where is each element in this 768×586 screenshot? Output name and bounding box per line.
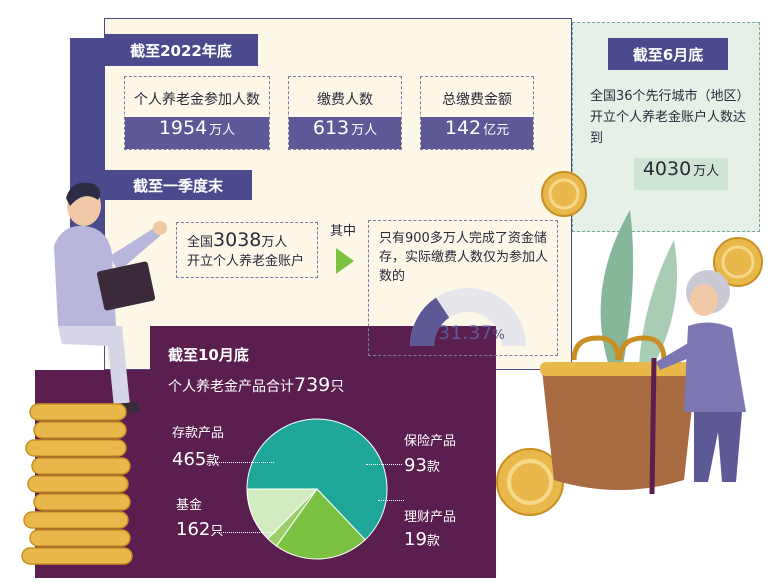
q1-savings-text: 只有900多万人完成了资金储存，实际缴费人数仅为参加人数的 (379, 231, 549, 284)
pie-slice-3 (246, 488, 319, 540)
june-value-box: 4030 万人 (634, 158, 728, 190)
stat-number-participants: 1954 (158, 117, 208, 139)
oct-total-prefix: 个人养老金产品合计 (168, 379, 294, 395)
pie-label-wealth: 理财产品 19款 (404, 506, 456, 550)
q1-accounts-line1: 全国3038万人 (187, 231, 307, 252)
q1-gauge-readout: 31.37% (438, 322, 505, 344)
q1-gauge (410, 288, 526, 346)
q1-connector-label: 其中 (330, 224, 357, 239)
june-text: 全国36个先行城市（地区）开立个人养老金账户人数达到 (590, 89, 750, 146)
leader-line-insurance (366, 464, 402, 465)
stat-card-contributors: 缴费人数 613 万人 (288, 76, 402, 150)
oct-total-line: 个人养老金产品合计739只 (168, 374, 344, 396)
coin-icon (541, 171, 587, 217)
stat-number-total-amount: 142 (444, 117, 482, 139)
pie-value-insurance: 93款 (404, 455, 456, 476)
q1-accounts-box: 全国3038万人 开立个人养老金账户 (176, 222, 318, 278)
stat-label-participants: 个人养老金参加人数 (134, 92, 260, 108)
stat-label-total-amount: 总缴费金额 (442, 92, 512, 108)
stat-value-participants: 1954 万人 (125, 117, 269, 149)
coin-icon (713, 237, 763, 287)
man-with-tablet-illustration (54, 182, 167, 414)
pie-number-wealth: 19 (404, 529, 427, 550)
stat-number-contributors: 613 (312, 117, 350, 139)
coin-stack-illustration (21, 403, 133, 565)
pie-name-insurance: 保险产品 (404, 434, 457, 449)
section-2022-header: 截至2022年底 (104, 34, 258, 66)
coin-icon (496, 448, 564, 516)
pie-number-insurance: 93 (404, 455, 427, 476)
pie-label-insurance: 保险产品 93款 (404, 430, 456, 476)
pie-name-wealth: 理财产品 (404, 510, 457, 525)
pie-label-deposit: 存款产品 465款 (172, 422, 224, 470)
elderly-woman-illustration (649, 270, 746, 495)
purse-illustration (540, 335, 698, 490)
q1-gauge-unit: % (492, 328, 505, 343)
leader-line-deposit (212, 462, 274, 463)
q1-gauge-fill (410, 297, 450, 346)
pie-value-deposit: 465款 (172, 449, 224, 470)
q1-accounts-unit: 万人 (261, 235, 288, 250)
q1-savings-box: 只有900多万人完成了资金储存，实际缴费人数仅为参加人数的 (368, 220, 558, 356)
stat-value-total-amount: 142 亿元 (421, 117, 533, 149)
june-value-number: 4030 (642, 158, 692, 180)
section-oct-header: 截至10月底 (168, 346, 249, 364)
oct-total-unit: 只 (330, 379, 345, 395)
pie-number-fund: 162 (176, 519, 211, 540)
leader-line-wealth (378, 500, 404, 501)
leader-line-fund (214, 532, 276, 533)
oct-total-number: 739 (294, 374, 331, 396)
pie-unit-deposit: 款 (206, 454, 220, 469)
pie-slice-1 (275, 488, 366, 560)
product-pie-chart (246, 418, 388, 560)
section-q1-header: 截至一季度末 (104, 170, 252, 200)
q1-accounts-number: 3038 (213, 229, 262, 251)
pie-unit-wealth: 款 (426, 534, 440, 549)
stat-card-total-amount: 总缴费金额 142 亿元 (420, 76, 534, 150)
pie-name-deposit: 存款产品 (172, 426, 225, 441)
stat-unit-participants: 万人 (209, 123, 236, 138)
pie-label-fund: 基金 162只 (176, 494, 223, 540)
q1-gauge-value: 31.37 (438, 322, 493, 344)
q1-accounts-line2: 开立个人养老金账户 (187, 254, 305, 269)
stat-value-contributors: 613 万人 (289, 117, 401, 149)
stat-card-participants: 个人养老金参加人数 1954 万人 (124, 76, 270, 150)
stat-unit-total-amount: 亿元 (483, 123, 510, 138)
pie-number-deposit: 465 (172, 449, 207, 470)
section-june-header: 截至6月底 (608, 38, 728, 70)
pie-value-wealth: 19款 (404, 529, 456, 550)
pie-slice-0 (246, 418, 388, 541)
june-value-unit: 万人 (693, 164, 720, 179)
pie-unit-fund: 只 (210, 524, 224, 539)
pie-name-fund: 基金 (176, 498, 203, 513)
stat-unit-contributors: 万人 (351, 123, 378, 138)
pie-unit-insurance: 款 (426, 460, 440, 475)
q1-arrow-icon (336, 248, 354, 274)
pie-value-fund: 162只 (176, 519, 223, 540)
q1-accounts-prefix: 全国 (187, 235, 214, 250)
stat-label-contributors: 缴费人数 (317, 92, 373, 108)
